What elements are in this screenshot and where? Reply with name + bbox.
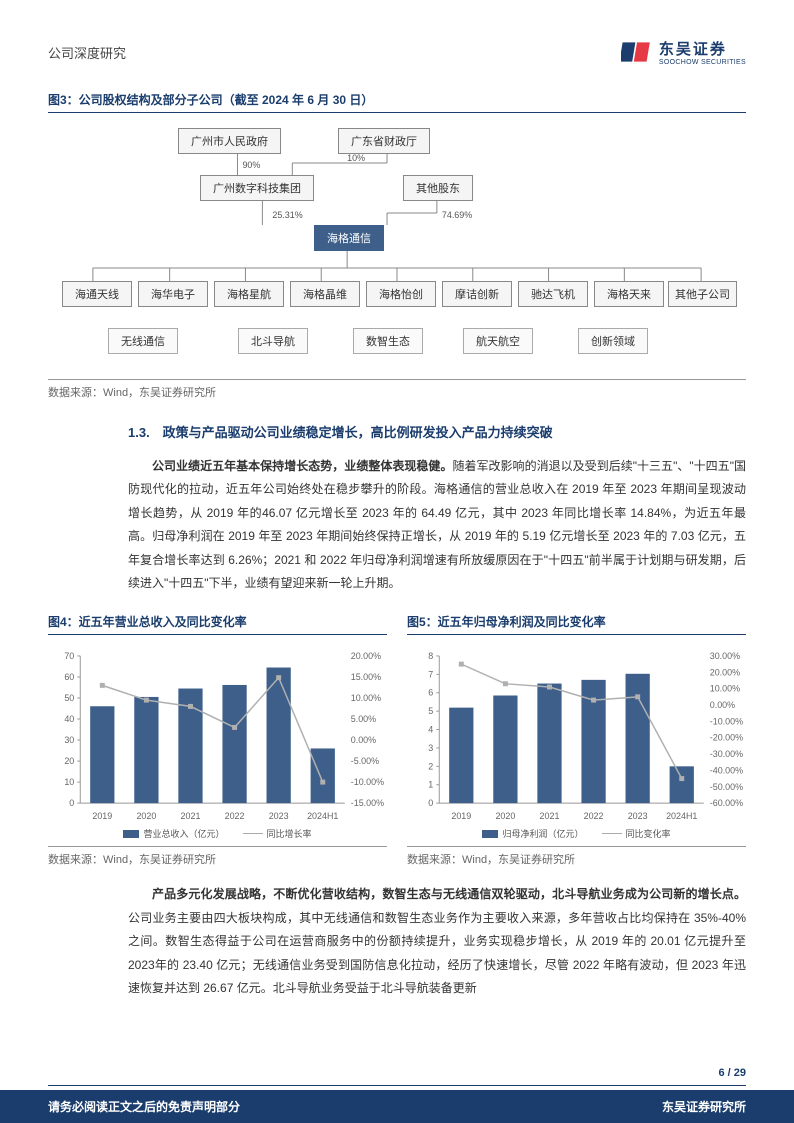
node-sub5: 海格怡创 <box>366 281 436 307</box>
svg-text:30.00%: 30.00% <box>710 651 740 661</box>
paragraph-1: 公司业绩近五年基本保持增长态势，业绩整体表现稳健。随着军改影响的消退以及受到后续… <box>128 455 746 595</box>
fig3-title: 图3：公司股权结构及部分子公司（截至 2024 年 6 月 30 日） <box>48 91 746 113</box>
footer-institute: 东吴证券研究所 <box>662 1098 746 1115</box>
node-haige: 海格通信 <box>314 225 384 251</box>
svg-text:60: 60 <box>64 672 74 682</box>
node-gz-gov: 广州市人民政府 <box>178 128 281 154</box>
p2-rest: 公司业务主要由四大板块构成，其中无线通信和数智生态业务作为主要收入来源，多年营收… <box>128 911 746 995</box>
svg-text:10%: 10% <box>347 153 365 163</box>
svg-text:2019: 2019 <box>451 811 471 821</box>
svg-text:-10.00%: -10.00% <box>710 717 743 727</box>
svg-text:-5.00%: -5.00% <box>351 756 379 766</box>
svg-text:2024H1: 2024H1 <box>666 811 697 821</box>
fig4-chart: 0 10 20 30 40 50 60 70 -15.00% -10.00% -5.00% 0.00%… <box>48 645 387 825</box>
svg-text:5.00%: 5.00% <box>351 714 376 724</box>
svg-text:-40.00%: -40.00% <box>710 766 743 776</box>
svg-text:20.00%: 20.00% <box>710 668 740 678</box>
logo-icon <box>621 39 653 65</box>
svg-text:-30.00%: -30.00% <box>710 749 743 759</box>
node-sub6: 摩诘创新 <box>442 281 512 307</box>
doc-category: 公司深度研究 <box>48 43 126 62</box>
node-sub8: 海格天来 <box>594 281 664 307</box>
svg-text:70: 70 <box>64 651 74 661</box>
section-1-3-title: 1.3. 政策与产品驱动公司业绩稳定增长，高比例研发投入产品力持续突破 <box>128 422 746 441</box>
p1-bold: 公司业绩近五年基本保持增长态势，业绩整体表现稳健。 <box>152 459 452 473</box>
svg-text:2022: 2022 <box>584 811 604 821</box>
page-footer: 6 / 29 请务必阅读正文之后的免责声明部分 东吴证券研究所 <box>0 1067 794 1123</box>
svg-text:-50.00%: -50.00% <box>710 782 743 792</box>
svg-text:0: 0 <box>428 798 433 808</box>
node-cat4: 航天航空 <box>463 328 533 354</box>
fig3-source: 数据来源：Wind，东吴证券研究所 <box>48 379 746 400</box>
svg-text:10.00%: 10.00% <box>710 684 740 694</box>
svg-text:0: 0 <box>69 798 74 808</box>
svg-text:20.00%: 20.00% <box>351 651 381 661</box>
svg-text:2021: 2021 <box>181 811 201 821</box>
svg-text:2021: 2021 <box>540 811 560 821</box>
paragraph-2: 产品多元化发展战略，不断优化营收结构，数智生态与无线通信双轮驱动，北斗导航业务成… <box>128 883 746 1000</box>
svg-text:40: 40 <box>64 714 74 724</box>
svg-text:-20.00%: -20.00% <box>710 733 743 743</box>
node-other-sh: 其他股东 <box>403 175 473 201</box>
svg-text:30: 30 <box>64 735 74 745</box>
svg-text:10.00%: 10.00% <box>351 693 381 703</box>
svg-text:15.00%: 15.00% <box>351 672 381 682</box>
svg-text:3: 3 <box>428 743 433 753</box>
svg-text:5: 5 <box>428 706 433 716</box>
svg-text:2023: 2023 <box>269 811 289 821</box>
node-sub9: 其他子公司 <box>668 281 737 307</box>
svg-text:2023: 2023 <box>628 811 648 821</box>
svg-text:6: 6 <box>428 688 433 698</box>
node-sub3: 海格星航 <box>214 281 284 307</box>
svg-text:2: 2 <box>428 762 433 772</box>
svg-text:2024H1: 2024H1 <box>307 811 338 821</box>
fig5-title: 图5：近五年归母净利润及同比变化率 <box>407 613 746 635</box>
svg-text:2022: 2022 <box>225 811 245 821</box>
node-sub2: 海华电子 <box>138 281 208 307</box>
node-gd-fin: 广东省财政厅 <box>338 128 430 154</box>
svg-text:90%: 90% <box>242 160 260 170</box>
svg-text:25.31%: 25.31% <box>272 210 302 220</box>
node-sub4: 海格晶维 <box>290 281 360 307</box>
fig4-source: 数据来源：Wind，东吴证券研究所 <box>48 846 387 867</box>
footer-disclaimer: 请务必阅读正文之后的免责声明部分 <box>48 1098 240 1115</box>
node-cat3: 数智生态 <box>353 328 423 354</box>
svg-text:2019: 2019 <box>92 811 112 821</box>
fig4-legend: 营业总收入（亿元） 同比增长率 <box>48 827 387 840</box>
org-chart: 90% 10% 25.31% 74.69% 广州市人民政府 广东省财政厅 广州数… <box>48 123 746 373</box>
svg-text:2020: 2020 <box>136 811 156 821</box>
fig5-legend: 归母净利润（亿元） 同比变化率 <box>407 827 746 840</box>
svg-text:-10.00%: -10.00% <box>351 777 384 787</box>
p2-bold: 产品多元化发展战略，不断优化营收结构，数智生态与无线通信双轮驱动，北斗导航业务成… <box>152 887 746 901</box>
svg-text:10: 10 <box>64 777 74 787</box>
node-cat2: 北斗导航 <box>238 328 308 354</box>
svg-text:20: 20 <box>64 756 74 766</box>
svg-text:8: 8 <box>428 651 433 661</box>
page-number: 6 / 29 <box>0 1067 794 1085</box>
svg-text:-60.00%: -60.00% <box>710 798 743 808</box>
logo-text-cn: 东吴证券 <box>659 38 746 59</box>
node-sub1: 海通天线 <box>62 281 132 307</box>
svg-text:7: 7 <box>428 670 433 680</box>
p1-rest: 随着军改影响的消退以及受到后续"十三五"、"十四五"国防现代化的拉动，近五年公司… <box>128 459 746 590</box>
company-logo: 东吴证券 SOOCHOW SECURITIES <box>621 38 746 66</box>
svg-text:74.69%: 74.69% <box>442 210 472 220</box>
fig5-chart: 0 1 2 3 4 5 6 7 8 -60.00% -50.00% -40.00% -30.00% -20… <box>407 645 746 825</box>
svg-text:0.00%: 0.00% <box>351 735 376 745</box>
logo-text-en: SOOCHOW SECURITIES <box>659 59 746 66</box>
page-header: 公司深度研究 东吴证券 SOOCHOW SECURITIES <box>48 38 746 66</box>
svg-text:1: 1 <box>428 780 433 790</box>
fig5-source: 数据来源：Wind，东吴证券研究所 <box>407 846 746 867</box>
svg-text:50: 50 <box>64 693 74 703</box>
svg-text:4: 4 <box>428 725 433 735</box>
node-gz-digi: 广州数字科技集团 <box>200 175 314 201</box>
svg-text:0.00%: 0.00% <box>710 700 735 710</box>
node-sub7: 驰达飞机 <box>518 281 588 307</box>
node-cat5: 创新领域 <box>578 328 648 354</box>
svg-text:-15.00%: -15.00% <box>351 798 384 808</box>
node-cat1: 无线通信 <box>108 328 178 354</box>
svg-text:2020: 2020 <box>495 811 515 821</box>
fig4-title: 图4：近五年营业总收入及同比变化率 <box>48 613 387 635</box>
